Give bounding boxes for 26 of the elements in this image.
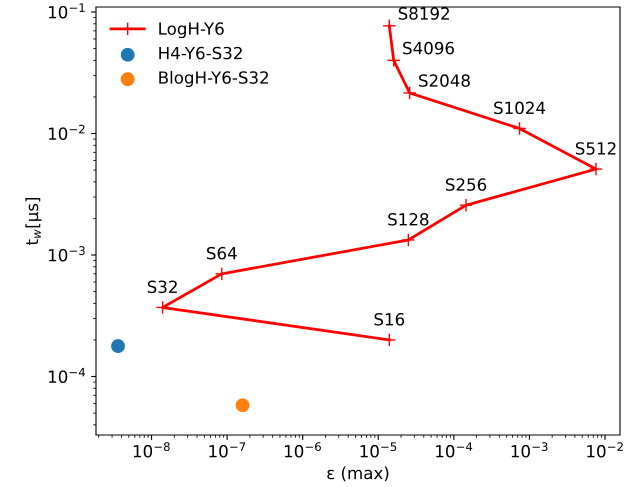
annotation: S2048 [419, 74, 470, 87]
annotation: S8192 [398, 7, 449, 20]
x-axis-title: ε (max) [327, 466, 388, 482]
annotation: S512 [576, 142, 616, 155]
x-tick-label: 10$^{−5}$ [360, 442, 396, 458]
y-tick-label: 10$^{−2}$ [48, 124, 85, 140]
x-tick-label: 10$^{−7}$ [209, 442, 246, 458]
annotation: S16 [374, 312, 404, 326]
x-tick-label: 10$^{−3}$ [512, 442, 548, 458]
y-tick-label: 10$^{−3}$ [48, 246, 85, 262]
legend-label: H4-Y6-S32 [159, 46, 242, 60]
x-tick-label: 10$^{−8}$ [134, 442, 170, 458]
y-axis-title: t$_{w}$[μs] [25, 198, 42, 246]
x-tick-label: 10$^{−4}$ [436, 442, 472, 458]
x-tick-label: 10$^{−2}$ [587, 442, 623, 458]
annotation: S256 [446, 178, 486, 191]
annotation: S64 [207, 246, 237, 260]
annotation: S4096 [403, 42, 454, 54]
legend-label: LogH-Y6 [159, 22, 224, 38]
x-tick-label: 10$^{−6}$ [284, 442, 321, 458]
annotation: S32 [148, 280, 177, 294]
legend-label: BlogH-Y6-S32 [159, 70, 268, 88]
y-tick-label: 10$^{−1}$ [48, 3, 85, 18]
y-tick-label: 10$^{−4}$ [48, 368, 86, 383]
annotation: S128 [388, 213, 428, 226]
annotation: S1024 [494, 102, 546, 114]
